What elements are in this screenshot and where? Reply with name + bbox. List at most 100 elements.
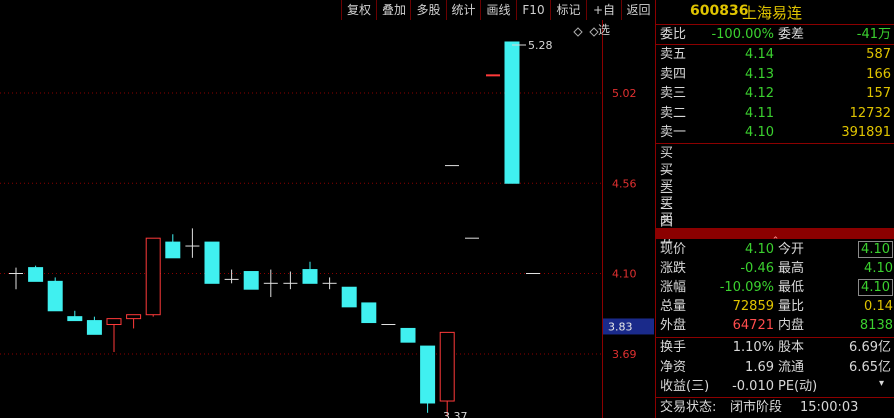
current-price-text: 3.83 [608,320,633,333]
trade-status-row: 交易状态: 闭市阶段 15:00:03 [658,398,893,417]
stat-value: 1.10% [732,340,774,355]
webi-value: -100.00% [711,27,774,42]
divider [656,337,894,338]
scroll-down-icon[interactable]: ▾ [879,378,885,389]
sell-row: 卖三 4.12 157 [658,84,893,103]
kline-svg[interactable]: 5.02 4.56 4.10 3.69 5.28 3.37 3.83 [0,0,654,418]
stat-label: 今开 [778,242,805,257]
stock-header: 600836 上海易连 [656,0,894,24]
stat-value: 4.10 [864,261,893,276]
toolbar-button-1[interactable]: 叠加 [376,0,411,20]
stat-label: PE(动) [778,379,818,394]
candle-body [28,267,44,282]
buy-label: 买三 [660,179,674,214]
sell-label: 卖二 [660,105,687,121]
stat-row: 总量 72859 量比 0.14 [658,297,893,316]
price-axis-divider [602,20,603,418]
stat-label: 总量 [660,299,687,314]
expand-toggle[interactable]: ⌃ [656,228,894,246]
sell-price: 4.13 [745,66,774,82]
candle-body [504,41,520,184]
chevron-up-icon: ⌃ [771,236,780,246]
stat-label: 流通 [778,359,805,375]
low-price-label: 3.37 [443,410,468,418]
divider [656,397,894,398]
candle-body [145,237,161,316]
toolbar-button-8[interactable]: 返回 [621,0,655,20]
sell-price: 4.11 [745,105,774,121]
sell-volume: 12732 [849,105,891,121]
stat-label: 涨幅 [660,280,687,295]
toolbar-button-6[interactable]: 标记 [550,0,586,20]
toolbar-button-3[interactable]: 统计 [446,0,480,20]
candle-body [361,302,377,324]
sell-price: 4.10 [745,125,774,141]
toolbar-button-4[interactable]: 画线 [480,0,516,20]
stat-value: 4.10 [858,241,893,258]
trade-time: 15:00:03 [800,400,859,415]
stat-value: 4.10 [858,279,893,296]
candle-body [204,241,220,284]
stat-label: 净资 [660,359,687,375]
candle-body [67,316,83,322]
stat-label: 内盘 [778,318,805,333]
sell-label: 卖一 [660,125,687,141]
sell-label: 卖五 [660,47,687,62]
candle-body [165,241,181,259]
stat-label: 涨跌 [660,261,687,276]
toolbar-button-7[interactable]: +自选 [586,0,621,37]
divider [656,143,894,144]
sell-price: 4.14 [745,47,774,62]
y-tick-label: 4.56 [612,177,637,190]
stat-row: 涨跌 -0.46 最高 4.10 [658,259,893,278]
buy-label: 买四 [660,195,674,230]
high-price-label: 5.28 [528,39,553,52]
toolbar-button-5[interactable]: F10 [516,0,550,20]
candle-body [106,318,122,326]
diamond-icon[interactable] [573,27,583,37]
stat-value: 0.14 [864,299,893,314]
stat-value: 6.69亿 [849,340,891,355]
stat-row: 净资 1.69 流通 6.65亿 [658,358,893,377]
divider [656,24,894,25]
kline-chart[interactable]: 5.02 4.56 4.10 3.69 5.28 3.37 3.83 [0,0,654,418]
stat-value: -0.010 [732,379,774,394]
y-tick-label: 4.10 [612,268,637,281]
y-tick-label: 3.69 [612,348,637,361]
candle-body [400,327,416,343]
y-tick-label: 5.02 [612,87,637,100]
webi-label: 委比 [660,27,687,42]
stat-row: 收益(三) -0.010 PE(动) [658,377,893,396]
stat-value: -0.46 [740,261,774,276]
stat-value: 4.10 [745,242,774,257]
sell-label: 卖四 [660,66,687,82]
candle-body [86,320,102,335]
stat-label: 收益(三) [660,379,710,394]
sell-volume: 166 [866,66,891,82]
sell-row: 卖四 4.13 166 [658,65,893,84]
stat-value: 64721 [732,318,774,333]
stat-label: 最低 [778,280,805,295]
candle-body [302,269,318,284]
trade-status-label: 交易状态: [660,400,717,415]
stat-value: 72859 [732,299,774,314]
candle-body [47,280,63,312]
stat-label: 外盘 [660,318,687,333]
weicha-label: 委差 [778,27,805,42]
weicha-value: -41万 [856,27,891,42]
stat-label: 换手 [660,340,687,355]
quote-panel: 600836 上海易连 委比 -100.00% 委差 -41万 卖五 4.14 58… [655,0,894,418]
stat-value: -10.09% [719,280,774,295]
toolbar-button-2[interactable]: 多股 [410,0,446,20]
webi-row: 委比 -100.00% 委差 -41万 [658,25,893,44]
sell-label: 卖三 [660,86,687,102]
stat-row: 涨幅 -10.09% 最低 4.10 [658,278,893,297]
sell-volume: 157 [866,86,891,102]
diamond-icon[interactable] [589,27,599,37]
buy-label: 买一 [660,146,674,180]
trade-status-value: 闭市阶段 [730,400,783,415]
sell-row: 卖五 4.14 587 [658,45,893,64]
candle-body [439,331,455,402]
toolbar-button-0[interactable]: 复权 [341,0,376,20]
stock-code: 600836 [690,3,749,19]
